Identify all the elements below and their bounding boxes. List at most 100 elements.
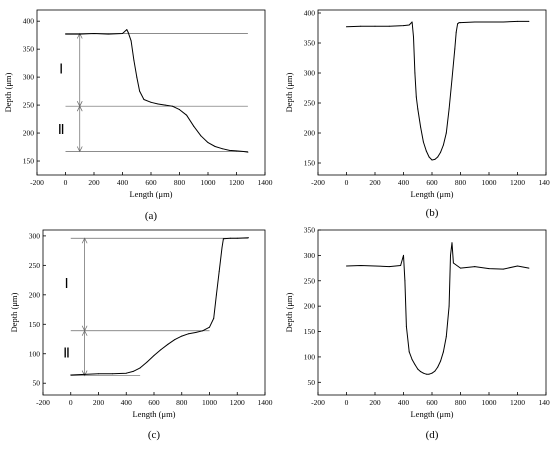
x-tick-label: -200: [311, 178, 325, 187]
data-point: [122, 32, 123, 34]
data-point: [228, 149, 230, 151]
x-tick-label: 1200: [510, 398, 525, 407]
data-point: [360, 25, 362, 27]
data-point: [405, 325, 407, 327]
chart-panel-d: -200 0 200 400 600 800 1000 1200 1400 50 100 150 200…: [284, 226, 550, 442]
data-point: [126, 29, 128, 31]
y-tick-label: 150: [304, 327, 316, 336]
x-tick-label: 1200: [230, 398, 245, 407]
data-point: [414, 72, 416, 74]
data-point: [195, 332, 197, 334]
zone-label: Ⅰ: [65, 277, 69, 292]
data-point: [488, 268, 490, 270]
data-point: [403, 25, 404, 27]
data-point: [181, 335, 183, 337]
x-tick-label: 1000: [202, 398, 217, 407]
y-tick-label: 150: [304, 159, 316, 168]
data-point: [414, 364, 416, 366]
x-tick-label: 400: [398, 178, 410, 187]
x-axis-label: Length (μm): [129, 189, 172, 199]
data-point: [374, 265, 376, 267]
arrow-head: [76, 32, 83, 39]
data-point: [454, 48, 456, 50]
x-axis-label: Length (μm): [132, 409, 175, 419]
x-tick-label: 800: [174, 178, 186, 187]
data-point: [193, 125, 195, 127]
x-tick-label: 0: [64, 178, 68, 187]
y-tick-label: 250: [29, 261, 41, 270]
data-point: [164, 104, 166, 106]
chart-panel-a: -200 0 200 400 600 800 1000 1200 1400 150 200 250 30…: [3, 9, 273, 222]
data-point: [517, 20, 518, 22]
data-point: [403, 254, 404, 256]
data-point: [428, 156, 430, 158]
data-point: [460, 267, 461, 269]
data-point: [448, 108, 450, 110]
data-point: [457, 23, 459, 25]
x-tick-label: 1400: [539, 398, 550, 407]
data-point: [130, 40, 132, 42]
data-point: [474, 266, 476, 268]
y-tick-label: 250: [304, 276, 316, 285]
data-point: [442, 351, 444, 353]
data-point: [133, 59, 135, 61]
x-tick-label: 800: [455, 398, 467, 407]
profile-line: [346, 20, 529, 161]
data-point: [417, 368, 419, 370]
data-point: [528, 267, 530, 269]
data-point: [200, 135, 202, 137]
data-point: [171, 105, 173, 107]
data-point: [207, 142, 209, 144]
x-tick-label: 1000: [201, 178, 216, 187]
plot-frame: [42, 229, 266, 396]
y-tick-label: 400: [304, 9, 316, 18]
zone-label: Ⅱ: [63, 347, 70, 362]
data-point: [434, 158, 436, 160]
x-tick-label: -200: [36, 398, 50, 407]
panel-label: (b): [426, 207, 439, 219]
x-tick-label: 1200: [510, 178, 525, 187]
data-point: [425, 150, 427, 152]
data-point: [455, 31, 457, 33]
panel-label: (a): [145, 210, 158, 222]
y-tick-label: 250: [304, 99, 316, 108]
data-point: [132, 370, 134, 372]
data-point: [143, 98, 145, 100]
data-point: [440, 360, 442, 362]
x-tick-label: 0: [345, 178, 349, 187]
plot-frame: [317, 9, 547, 176]
x-tick-label: 1200: [229, 178, 244, 187]
data-point: [458, 22, 460, 24]
data-point: [408, 24, 410, 26]
x-tick-label: 600: [148, 398, 160, 407]
data-point: [247, 237, 249, 239]
data-point: [111, 373, 113, 375]
data-point: [452, 262, 454, 264]
data-point: [415, 96, 417, 98]
y-axis-label: Depth (μm): [9, 292, 19, 332]
data-point: [209, 326, 210, 328]
data-point: [412, 36, 414, 38]
data-point: [431, 372, 433, 374]
y-tick-label: 100: [304, 352, 316, 361]
x-tick-label: 200: [93, 398, 105, 407]
data-point: [502, 268, 504, 270]
data-point: [179, 109, 180, 111]
data-point: [451, 78, 453, 80]
data-point: [188, 333, 190, 335]
zone-label: Ⅱ: [58, 123, 65, 138]
y-axis-label: Depth (μm): [284, 72, 294, 112]
x-tick-label: 800: [176, 398, 188, 407]
data-point: [437, 156, 439, 158]
x-tick-label: 1000: [482, 178, 497, 187]
data-point: [450, 254, 452, 256]
panel-label: (c): [148, 429, 161, 441]
y-tick-label: 50: [33, 379, 41, 388]
data-point: [517, 265, 518, 267]
data-point: [236, 150, 237, 152]
arrow-head: [81, 329, 88, 336]
data-point: [127, 31, 129, 33]
data-point: [408, 351, 410, 353]
data-point: [236, 237, 238, 239]
arrow-head: [81, 370, 88, 377]
